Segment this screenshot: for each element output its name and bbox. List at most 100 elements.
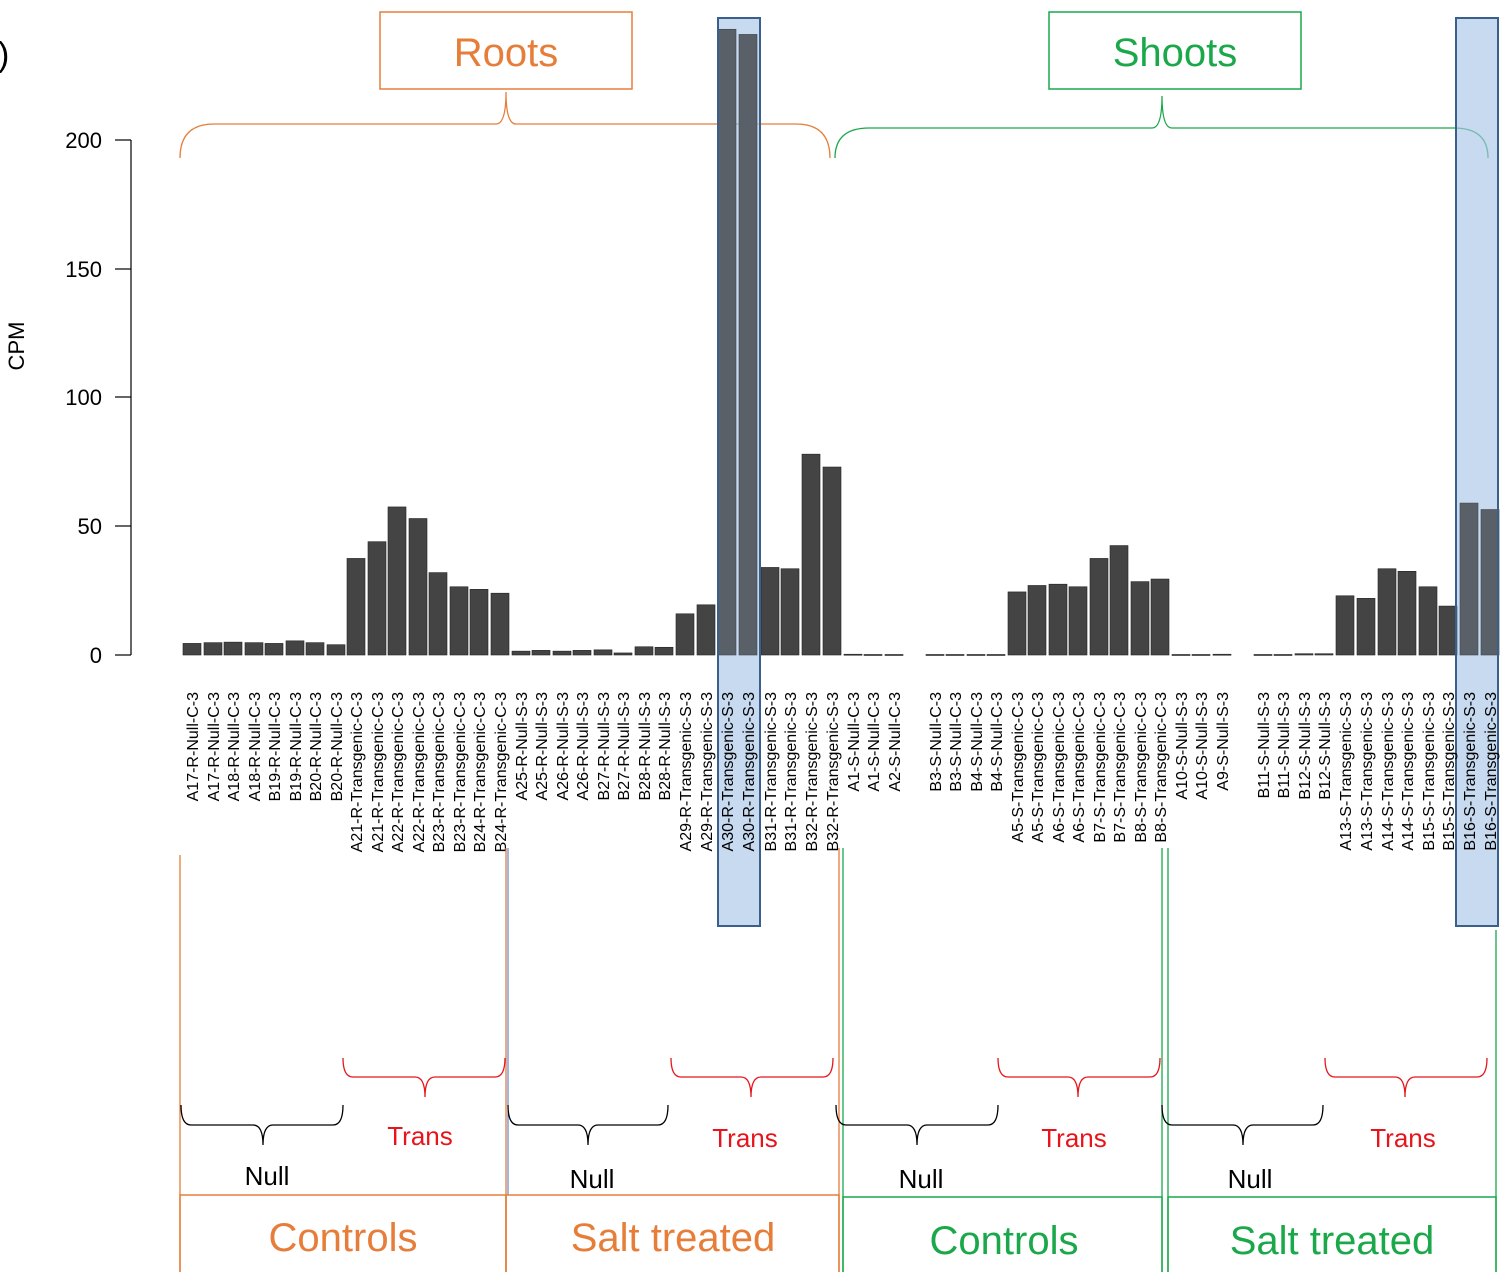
bar [593, 649, 613, 656]
bar [1273, 654, 1293, 656]
x-tick-label: B32-R-Transgenic-S-3 [804, 692, 821, 852]
x-tick-label: A21-R-Transgenic-C-3 [370, 692, 387, 852]
x-tick-label: B23-R-Transgenic-C-3 [431, 692, 448, 852]
bar [634, 646, 654, 656]
roots-header-label: Roots [454, 31, 559, 75]
shoots-controls-box [842, 1196, 1163, 1272]
x-tick-label: B20-R-Null-C-3 [329, 692, 346, 801]
bar [552, 650, 572, 656]
x-tick-label: B31-R-Transgenic-S-3 [763, 692, 780, 852]
x-tick-label: A10-S-Null-S-3 [1194, 692, 1211, 800]
bar [346, 558, 366, 656]
roots-header-box [379, 11, 633, 90]
bar [387, 506, 407, 656]
bar [1027, 585, 1047, 656]
x-tick-label: B3-S-Null-C-3 [928, 692, 945, 792]
x-tick-label: A1-S-Null-C-3 [866, 692, 883, 792]
x-tick-label: A1-S-Null-C-3 [846, 692, 863, 792]
bar [1438, 605, 1458, 656]
bar [780, 568, 800, 656]
shoots-brace [834, 95, 1489, 159]
bar [1314, 653, 1334, 656]
bar [1171, 654, 1191, 656]
x-tick-label: A13-S-Transgenic-S-3 [1338, 692, 1355, 851]
trans-braces [342, 1057, 1488, 1098]
bar [408, 518, 428, 656]
bar [1007, 591, 1027, 656]
bar [449, 586, 469, 656]
x-tick-label: B32-R-Transgenic-S-3 [825, 692, 842, 852]
section-dividers [179, 848, 1497, 1272]
trans-label: Trans [1041, 1123, 1107, 1153]
x-tick-label: A14-S-Transgenic-S-3 [1380, 692, 1397, 851]
x-tick-label: B16-S-Transgenic-S-3 [1483, 692, 1500, 851]
x-tick-label: A10-S-Null-S-3 [1174, 692, 1191, 800]
y-tick-label: 100 [65, 385, 102, 410]
bar [1294, 653, 1314, 656]
bar [1150, 578, 1170, 656]
x-tick-label: A29-R-Transgenic-S-3 [678, 692, 695, 852]
bar [884, 654, 904, 656]
x-tick-label: B23-R-Transgenic-C-3 [452, 692, 469, 852]
bar [182, 643, 202, 656]
x-tick-label: B7-S-Transgenic-C-3 [1092, 692, 1109, 843]
null-braces [180, 1104, 1324, 1146]
y-axis: 200 150 100 50 0 CPM [4, 128, 132, 668]
x-tick-label: B27-R-Null-S-3 [596, 692, 613, 801]
x-tick-label: A18-R-Null-C-3 [247, 692, 264, 801]
x-tick-label: A25-R-Null-S-3 [534, 692, 551, 801]
x-tick-label: B3-S-Null-C-3 [948, 692, 965, 792]
x-tick-label: A14-S-Transgenic-S-3 [1400, 692, 1417, 851]
bars-layer [182, 28, 1500, 656]
trans-label: Trans [387, 1121, 453, 1151]
bar [945, 654, 965, 656]
x-tick-label: A22-R-Transgenic-C-3 [390, 692, 407, 852]
y-tick-label: 200 [65, 128, 102, 153]
x-tick-label: B4-S-Null-C-3 [969, 692, 986, 792]
bar [654, 646, 674, 656]
x-tick-label: A30-R-Transgenic-S-3 [720, 692, 737, 852]
x-tick-label: B11-S-Null-S-3 [1276, 692, 1293, 799]
x-tick-label: B28-R-Null-S-3 [637, 692, 654, 801]
trans-label: Trans [1370, 1123, 1436, 1153]
bar [1356, 598, 1376, 656]
x-tick-label: A18-R-Null-C-3 [226, 692, 243, 801]
bar [264, 643, 284, 656]
bar [285, 640, 305, 656]
x-tick-label: B7-S-Transgenic-C-3 [1112, 692, 1129, 843]
x-tick-label: A5-S-Transgenic-C-3 [1030, 692, 1047, 843]
shoots-header-box [1048, 11, 1302, 90]
x-tick-label: A25-R-Null-S-3 [514, 692, 531, 801]
x-tick-label: A17-R-Null-C-3 [206, 692, 223, 801]
bar [511, 650, 531, 656]
bar [966, 654, 986, 656]
bar [1191, 654, 1211, 656]
x-tick-label: B11-S-Null-S-3 [1256, 692, 1273, 799]
roots-controls-label: Controls [269, 1216, 418, 1260]
null-label: Null [899, 1164, 944, 1194]
panel-label: ) [0, 36, 9, 74]
bar [1048, 583, 1068, 656]
x-tick-label: B19-R-Null-C-3 [288, 692, 305, 801]
bar [428, 572, 448, 656]
x-tick-label: B24-R-Transgenic-C-3 [493, 692, 510, 852]
roots-salt-label: Salt treated [571, 1216, 776, 1260]
x-tick-label: B8-S-Transgenic-C-3 [1133, 692, 1150, 843]
bar [760, 567, 780, 656]
x-tick-label: A22-R-Transgenic-C-3 [411, 692, 428, 852]
x-tick-label: B12-S-Null-S-3 [1317, 692, 1334, 800]
x-tick-label: A30-R-Transgenic-S-3 [741, 692, 758, 852]
bar [1377, 568, 1397, 656]
trans-label: Trans [712, 1123, 778, 1153]
bar [1089, 558, 1109, 656]
null-label: Null [245, 1161, 290, 1191]
bar [738, 34, 758, 656]
bar [1418, 586, 1438, 656]
x-tick-label: A5-S-Transgenic-C-3 [1010, 692, 1027, 843]
bar [843, 653, 863, 656]
roots-brace [179, 91, 831, 159]
x-tick-label: B27-R-Null-S-3 [616, 692, 633, 801]
null-label: Null [1228, 1164, 1273, 1194]
shoots-salt-label: Salt treated [1230, 1219, 1435, 1263]
